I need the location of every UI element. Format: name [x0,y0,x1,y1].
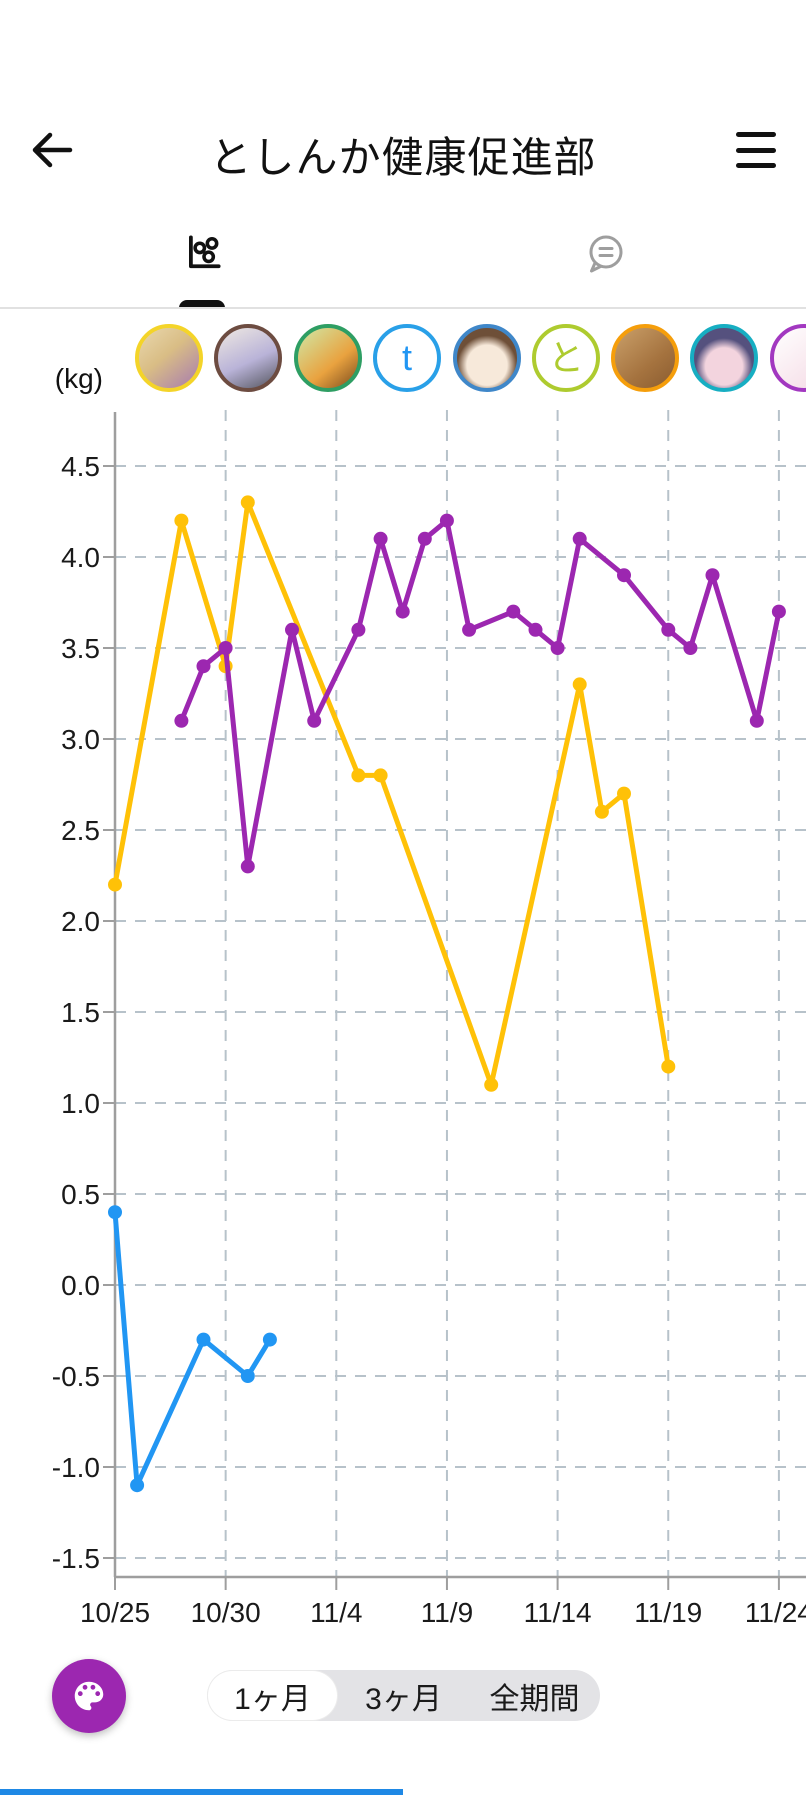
data-point [373,768,388,783]
data-point [572,531,587,546]
back-arrow-icon [32,132,73,168]
x-tick-label: 11/14 [524,1597,592,1628]
member-avatar-5[interactable] [453,324,521,392]
data-point [174,713,189,728]
data-point [196,1332,211,1347]
y-tick-label: 1.0 [61,1088,100,1119]
y-tick-label: 0.5 [61,1179,100,1210]
y-tick-label: 4.5 [61,451,100,482]
y-tick-label: 1.5 [61,997,100,1028]
data-point [771,604,786,619]
data-point [373,531,388,546]
chart-grid [115,410,806,1577]
x-tick-label: 10/25 [80,1597,150,1628]
data-point [174,513,189,528]
bottom-accent-bar [0,1789,403,1795]
chart-icon [188,235,221,269]
data-point [617,568,631,583]
menu-icon[interactable] [736,132,776,168]
member-avatar-4[interactable]: t [373,324,441,392]
data-point [550,641,565,655]
tab-bar [0,200,806,308]
data-point [462,622,477,637]
y-tick-label: 0.0 [61,1270,100,1301]
x-tick-label: 11/19 [634,1597,702,1628]
y-tick-label: 3.0 [61,724,100,755]
data-point [218,641,233,655]
member-avatar-7[interactable] [611,324,679,392]
data-point [240,495,255,510]
y-tick-label: -1.5 [52,1543,100,1574]
y-tick-label: 3.5 [61,633,100,664]
period-option-3[interactable]: 全期間 [489,1682,580,1716]
member-avatar-1[interactable] [135,324,203,392]
active-tab-indicator [178,300,225,308]
tab-chat[interactable] [403,200,806,308]
data-point [528,622,543,637]
chart-labels: 4.5 4.0 3.5 3.0 2.5 2.0 1.5 1.0 0.5 0.0 -0.5 -1.0 -1… [52,451,806,1628]
data-point [108,1205,122,1220]
data-point [705,568,720,583]
palette-icon [74,1681,104,1711]
period-segmented-control: 1ヶ月 3ヶ月 全期間 [207,1670,600,1721]
data-point [439,513,454,528]
member-avatar-3[interactable] [294,324,362,392]
data-point [617,786,631,801]
tab-graph[interactable] [0,200,403,308]
avatar-letter: t [401,337,412,378]
data-point [395,604,410,619]
data-point [240,1369,255,1383]
data-point [661,622,676,637]
page-title: としんか健康促進部 [209,134,597,181]
y-tick-label: 2.0 [61,906,100,937]
x-tick-label: 11/9 [421,1597,473,1628]
weight-chart[interactable]: 4.5 4.0 3.5 3.0 2.5 2.0 1.5 1.0 0.5 0.0 -0.5 -1.0 -1… [0,360,806,1650]
tab-divider [0,307,806,309]
y-tick-label: 4.0 [61,542,100,573]
app-header: としんか健康促進部 [0,100,806,200]
data-point [661,1059,676,1074]
data-point [683,641,698,655]
period-option-1[interactable]: 1ヶ月 [207,1670,338,1721]
data-point [108,877,122,892]
member-avatar-2[interactable] [214,324,282,392]
y-tick-label: 2.5 [61,815,100,846]
series-member-purple [174,513,786,874]
data-point [749,713,764,728]
back-button[interactable] [28,126,76,174]
y-tick-label: -1.0 [52,1452,100,1483]
palette-fab-button[interactable] [52,1659,126,1733]
data-point [196,659,211,674]
series-member-yellow [108,495,676,1092]
data-point [262,1332,277,1347]
data-point [351,622,366,637]
avatar-letter: と [547,337,584,378]
data-point [572,677,587,692]
data-point [351,768,366,783]
data-point [417,531,432,546]
chat-icon [589,235,622,273]
data-point [484,1077,499,1092]
data-point [285,622,299,637]
member-avatar-6[interactable]: と [532,324,600,392]
member-avatar-8[interactable] [690,324,758,392]
data-point [594,804,609,819]
period-option-2[interactable]: 3ヶ月 [365,1682,442,1716]
x-tick-label: 11/4 [310,1597,362,1628]
unit-label: (kg) [54,363,103,394]
data-point [130,1478,145,1493]
data-point [307,713,322,728]
y-tick-label: -0.5 [52,1361,100,1392]
x-tick-label: 10/30 [191,1597,261,1628]
x-tick-label: 11/24 [745,1597,806,1628]
series-member-blue [108,1205,277,1493]
chart-axes [103,412,806,1590]
data-point [240,859,255,874]
data-point [506,604,521,619]
